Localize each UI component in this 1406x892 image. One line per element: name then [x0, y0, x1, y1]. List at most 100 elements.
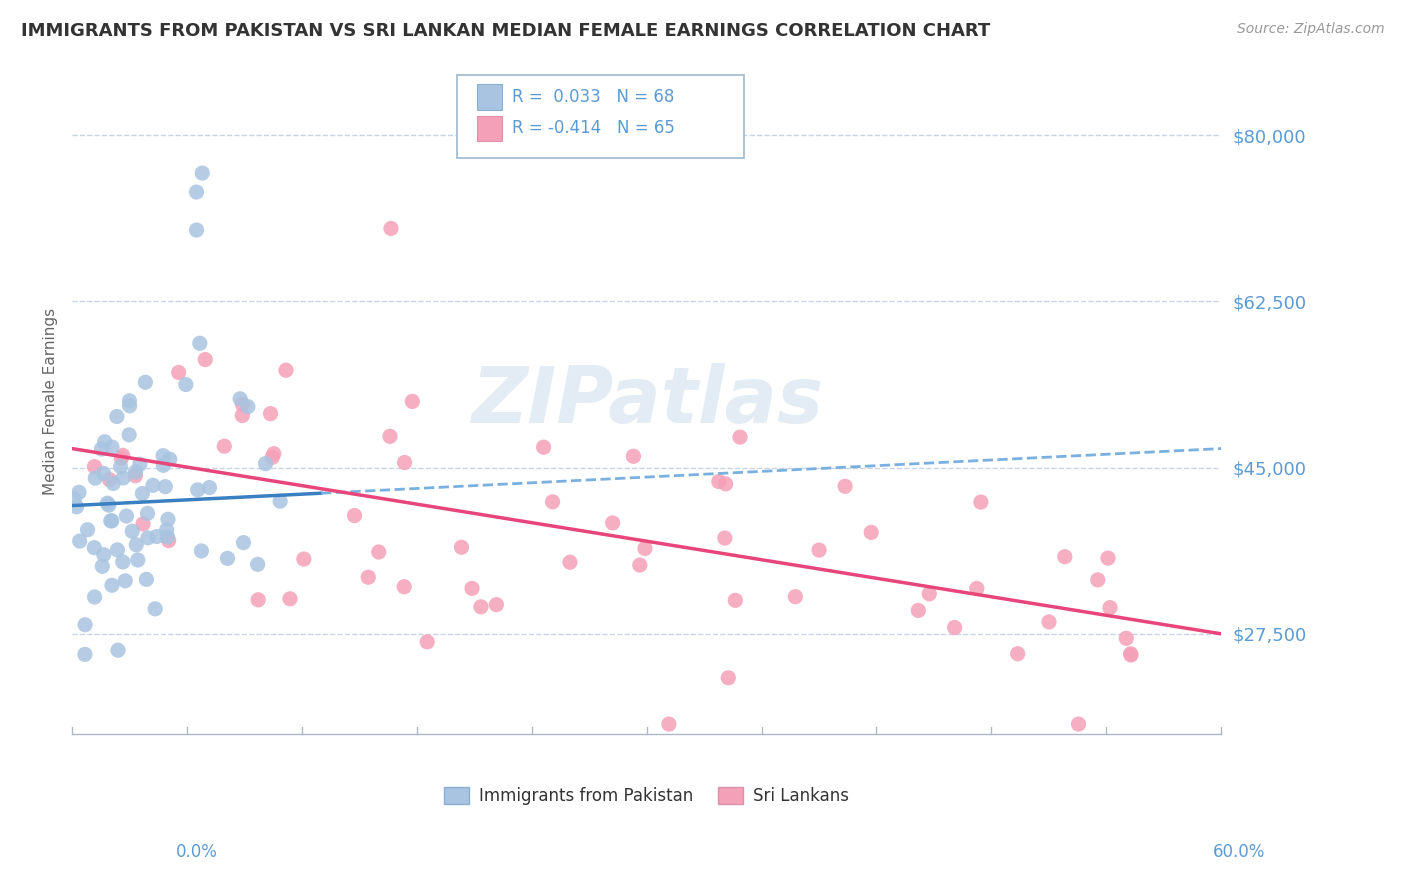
Point	[343, 508, 366, 523]
Point	[254, 457, 277, 471]
Point	[918, 587, 941, 601]
Point	[84, 471, 107, 485]
Point	[107, 542, 129, 557]
Point	[131, 486, 153, 500]
Point	[67, 485, 90, 500]
Point	[155, 480, 177, 494]
Point	[717, 671, 740, 685]
Point	[658, 717, 681, 731]
Point	[1119, 647, 1142, 661]
Point	[186, 185, 208, 199]
Point	[156, 523, 179, 537]
Point	[69, 534, 91, 549]
Point	[380, 221, 402, 235]
Text: IMMIGRANTS FROM PAKISTAN VS SRI LANKAN MEDIAN FEMALE EARNINGS CORRELATION CHART: IMMIGRANTS FROM PAKISTAN VS SRI LANKAN M…	[21, 22, 990, 40]
Point	[128, 457, 150, 471]
Point	[714, 531, 737, 545]
Point	[83, 590, 105, 604]
Point	[142, 478, 165, 492]
Point	[118, 393, 141, 408]
Point	[83, 459, 105, 474]
Point	[278, 591, 301, 606]
Point	[970, 495, 993, 509]
Point	[232, 535, 254, 549]
Text: R =  0.033   N = 68: R = 0.033 N = 68	[512, 88, 675, 106]
Point	[96, 496, 118, 510]
Point	[450, 541, 472, 555]
Point	[416, 635, 439, 649]
Point	[628, 558, 651, 573]
Point	[90, 442, 112, 456]
Point	[1007, 647, 1029, 661]
Point	[401, 394, 423, 409]
Point	[214, 439, 236, 453]
Point	[103, 476, 125, 491]
Point	[100, 514, 122, 528]
Point	[262, 450, 284, 465]
Point	[107, 643, 129, 657]
Point	[392, 580, 415, 594]
Point	[834, 479, 856, 493]
FancyBboxPatch shape	[477, 116, 502, 141]
Point	[217, 551, 239, 566]
Point	[1038, 615, 1060, 629]
Point	[229, 392, 252, 406]
Point	[634, 541, 657, 556]
Point	[127, 553, 149, 567]
Point	[146, 530, 169, 544]
Point	[63, 492, 86, 507]
Text: Source: ZipAtlas.com: Source: ZipAtlas.com	[1237, 22, 1385, 37]
Point	[76, 523, 98, 537]
Point	[724, 593, 747, 607]
Point	[707, 475, 730, 489]
Point	[98, 473, 121, 487]
Point	[110, 451, 132, 466]
Point	[378, 429, 401, 443]
Point	[246, 558, 269, 572]
Point	[91, 559, 114, 574]
Point	[860, 525, 883, 540]
Point	[132, 516, 155, 531]
Point	[114, 574, 136, 588]
Point	[1087, 573, 1109, 587]
Point	[125, 538, 148, 552]
Point	[728, 430, 751, 444]
Point	[198, 481, 221, 495]
Text: ZIPatlas: ZIPatlas	[471, 363, 823, 439]
Point	[1098, 600, 1121, 615]
Point	[118, 427, 141, 442]
Point	[461, 582, 484, 596]
Y-axis label: Median Female Earnings: Median Female Earnings	[44, 308, 58, 495]
Point	[167, 366, 190, 380]
Point	[907, 603, 929, 617]
Point	[115, 508, 138, 523]
Point	[124, 465, 146, 479]
Point	[159, 452, 181, 467]
Text: 0.0%: 0.0%	[176, 843, 218, 861]
Point	[714, 476, 737, 491]
Point	[157, 533, 180, 548]
Point	[533, 440, 555, 454]
Point	[808, 543, 831, 558]
Point	[111, 555, 134, 569]
Point	[357, 570, 380, 584]
Point	[134, 376, 156, 390]
Text: R = -0.414   N = 65: R = -0.414 N = 65	[512, 120, 675, 137]
Point	[118, 399, 141, 413]
Point	[143, 602, 166, 616]
Point	[110, 459, 132, 474]
Point	[188, 336, 211, 351]
Point	[124, 468, 146, 483]
Point	[966, 582, 988, 596]
Text: 60.0%: 60.0%	[1213, 843, 1265, 861]
Point	[263, 447, 285, 461]
Point	[1067, 717, 1090, 731]
Point	[541, 495, 564, 509]
Point	[1097, 551, 1119, 566]
Point	[101, 578, 124, 592]
Point	[485, 598, 508, 612]
Point	[121, 524, 143, 539]
Point	[1119, 648, 1142, 662]
Point	[191, 166, 214, 180]
Point	[602, 516, 624, 530]
